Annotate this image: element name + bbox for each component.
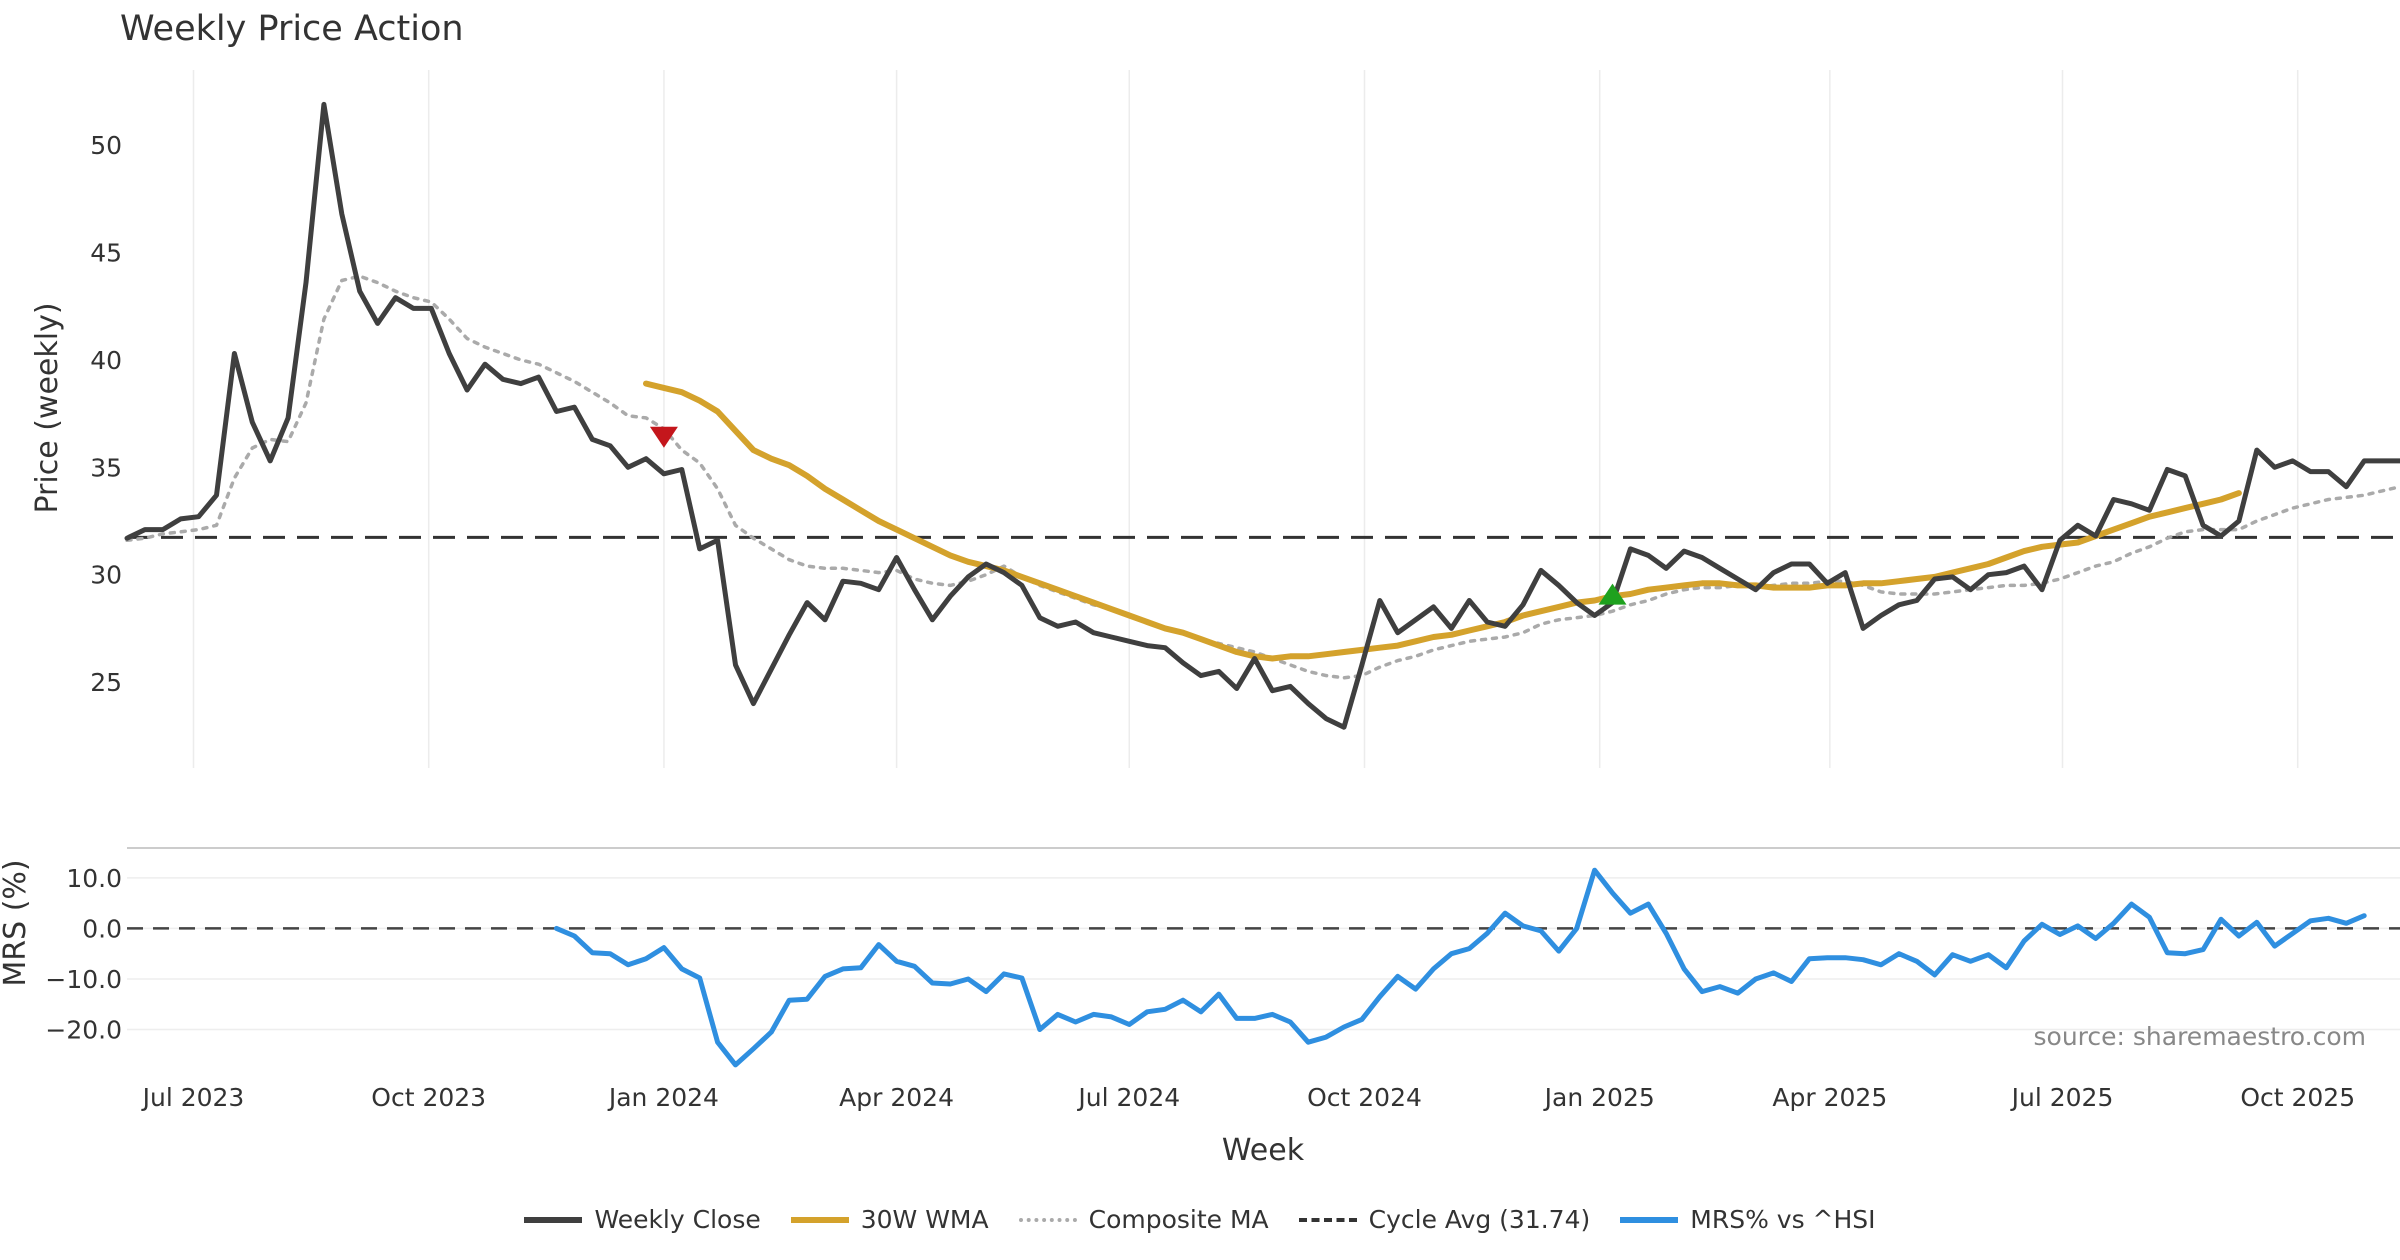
buy-signal-marker xyxy=(1598,583,1627,605)
price-y-tick-label: 50 xyxy=(90,131,122,160)
mrs-y-tick-label: 10.0 xyxy=(66,864,122,893)
x-tick-label: Jul 2025 xyxy=(2010,1083,2114,1112)
legend-swatch-weekly-close xyxy=(524,1216,583,1223)
legend-label: MRS% vs ^HSI xyxy=(1690,1205,1876,1234)
price-y-tick-label: 35 xyxy=(90,453,122,482)
mrs-line xyxy=(554,867,2367,1068)
mrs-gridlines xyxy=(127,847,2400,1031)
price-y-ticks: 25 30 35 40 45 50 xyxy=(90,131,122,697)
legend-item-composite-ma[interactable]: Composite MA xyxy=(1018,1205,1269,1234)
price-y-axis-label: Price (weekly) xyxy=(30,302,65,513)
mrs-y-axis-label: MRS (%) xyxy=(0,859,33,986)
x-axis-label: Week xyxy=(1222,1133,1305,1168)
x-axis-ticks: Jul 2023 Oct 2023 Jan 2024 Apr 2024 Jul 2024… xyxy=(141,1083,2356,1112)
weekly-close-line xyxy=(124,101,2400,730)
mrs-series xyxy=(554,867,2367,1068)
mrs-y-tick-label: −20.0 xyxy=(45,1016,122,1045)
x-tick-label: Jan 2024 xyxy=(607,1083,719,1112)
x-tick-label: Apr 2025 xyxy=(1772,1083,1887,1112)
legend-item-mrs[interactable]: MRS% vs ^HSI xyxy=(1620,1205,1876,1234)
mrs-y-tick-label: 0.0 xyxy=(82,914,122,943)
legend-item-30w-wma[interactable]: 30W WMA xyxy=(790,1205,989,1234)
legend-item-weekly-close[interactable]: Weekly Close xyxy=(524,1205,761,1234)
signal-markers xyxy=(649,426,1627,605)
legend-item-cycle-avg[interactable]: Cycle Avg (31.74) xyxy=(1298,1205,1591,1234)
price-y-tick-label: 40 xyxy=(90,346,122,375)
price-y-tick-label: 25 xyxy=(90,668,122,697)
composite-ma-line xyxy=(125,274,2400,680)
chart-title: Weekly Price Action xyxy=(120,9,464,49)
x-tick-label: Oct 2025 xyxy=(2240,1083,2355,1112)
x-tick-label: Apr 2024 xyxy=(839,1083,954,1112)
mrs-y-ticks: 10.0 0.0 −10.0 −20.0 xyxy=(45,864,122,1045)
legend-swatch-composite-ma xyxy=(1018,1217,1077,1222)
price-y-tick-label: 30 xyxy=(90,561,122,590)
x-tick-label: Jul 2024 xyxy=(1076,1083,1180,1112)
price-y-tick-label: 45 xyxy=(90,239,122,268)
legend-swatch-cycle-avg xyxy=(1298,1217,1357,1222)
sell-signal-marker xyxy=(649,426,678,448)
x-tick-label: Jul 2023 xyxy=(141,1083,245,1112)
price-gridlines xyxy=(192,70,2299,768)
legend-label: 30W WMA xyxy=(860,1205,989,1234)
mrs-y-tick-label: −10.0 xyxy=(45,965,122,994)
price-series xyxy=(124,101,2400,730)
legend-label: Composite MA xyxy=(1088,1205,1269,1234)
x-tick-label: Oct 2024 xyxy=(1307,1083,1422,1112)
legend-swatch-mrs xyxy=(1620,1216,1679,1223)
legend-swatch-30w-wma xyxy=(790,1216,849,1223)
source-note: source: sharemaestro.com xyxy=(2034,1022,2367,1051)
x-tick-label: Oct 2023 xyxy=(371,1083,486,1112)
legend-label: Cycle Avg (31.74) xyxy=(1368,1205,1591,1234)
legend-label: Weekly Close xyxy=(594,1205,761,1234)
legend: Weekly Close 30W WMA Composite MA Cycle … xyxy=(0,1205,2400,1234)
x-tick-label: Jan 2025 xyxy=(1543,1083,1655,1112)
wma-30w-line xyxy=(643,380,2242,662)
